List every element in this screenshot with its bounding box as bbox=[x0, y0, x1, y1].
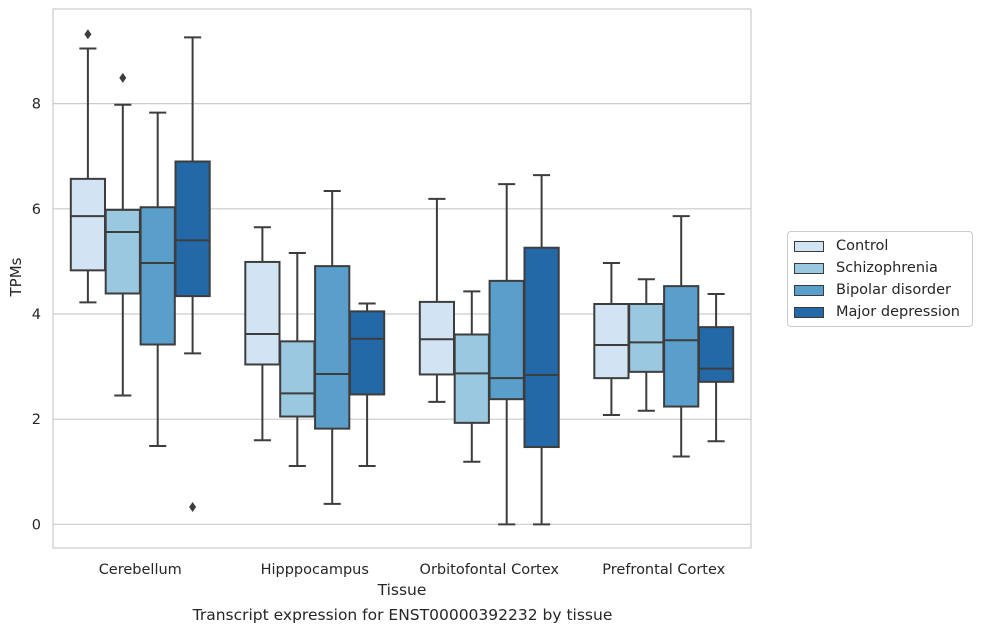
box-bipolar-disorder-prefrontal-cortex bbox=[663, 215, 700, 458]
y-tick-label: 2 bbox=[32, 412, 41, 428]
box-schizophrenia-cerebellum bbox=[104, 72, 141, 397]
y-tick-label: 4 bbox=[32, 307, 41, 323]
legend-swatch-schizophrenia bbox=[794, 262, 824, 274]
box-body bbox=[663, 285, 700, 408]
outlier-point bbox=[189, 501, 197, 512]
box-major-depression-hipppocampus bbox=[348, 302, 386, 467]
legend: Control Schizophrenia Bipolar disorder M… bbox=[787, 231, 973, 327]
legend-item-bipolar-disorder: Bipolar disorder bbox=[794, 280, 951, 300]
y-tick-label: 8 bbox=[32, 97, 41, 113]
box-body bbox=[104, 208, 141, 295]
box-body bbox=[593, 303, 630, 380]
box-body bbox=[418, 300, 456, 376]
y-tick-label: 0 bbox=[32, 517, 41, 533]
legend-item-major-depression: Major depression bbox=[794, 302, 960, 322]
box-body bbox=[697, 326, 735, 383]
box-body bbox=[314, 265, 351, 430]
box-major-depression-orbitofontal-cortex bbox=[523, 174, 560, 526]
box-body bbox=[139, 206, 176, 346]
y-axis-label: TPMs bbox=[7, 257, 25, 297]
legend-swatch-control bbox=[794, 240, 824, 252]
outlier-point bbox=[119, 72, 127, 83]
x-tick-label: Prefrontal Cortex bbox=[602, 562, 725, 578]
box-schizophrenia-prefrontal-cortex bbox=[628, 278, 665, 412]
box-control-cerebellum bbox=[69, 29, 107, 304]
box-bipolar-disorder-orbitofontal-cortex bbox=[488, 183, 525, 526]
x-axis-label: Tissue bbox=[377, 581, 427, 599]
x-tick-labels: Cerebellum Hipppocampus Orbitofontal Corte… bbox=[99, 562, 726, 578]
box-body bbox=[488, 279, 525, 401]
boxes bbox=[69, 29, 735, 526]
y-tick-label: 6 bbox=[32, 202, 41, 218]
box-major-depression-cerebellum bbox=[174, 36, 211, 512]
box-body bbox=[453, 333, 490, 424]
box-control-hipppocampus bbox=[244, 226, 281, 442]
y-tick-labels: 0 2 4 6 8 bbox=[32, 97, 41, 534]
box-body bbox=[348, 310, 386, 396]
box-body bbox=[628, 303, 665, 373]
legend-swatch-major-depression bbox=[794, 306, 824, 318]
legend-label-bipolar-disorder: Bipolar disorder bbox=[836, 282, 951, 298]
legend-item-schizophrenia: Schizophrenia bbox=[794, 258, 938, 278]
x-tick-label: Hipppocampus bbox=[261, 562, 369, 578]
outlier-point bbox=[84, 29, 92, 40]
x-tick-label: Orbitofontal Cortex bbox=[420, 562, 560, 578]
legend-item-control: Control bbox=[794, 236, 888, 256]
box-major-depression-prefrontal-cortex bbox=[697, 293, 735, 443]
box-body bbox=[69, 177, 107, 272]
x-tick-label: Cerebellum bbox=[99, 562, 182, 578]
box-body bbox=[523, 246, 560, 449]
box-bipolar-disorder-cerebellum bbox=[139, 111, 176, 447]
box-schizophrenia-hipppocampus bbox=[279, 251, 316, 467]
legend-label-major-depression: Major depression bbox=[836, 304, 960, 320]
box-body bbox=[174, 160, 211, 298]
legend-label-schizophrenia: Schizophrenia bbox=[836, 260, 938, 276]
chart-caption: Transcript expression for ENST0000039223… bbox=[192, 606, 613, 624]
box-body bbox=[279, 340, 316, 418]
legend-swatch-bipolar-disorder bbox=[794, 284, 824, 296]
box-body bbox=[244, 260, 281, 366]
box-bipolar-disorder-hipppocampus bbox=[314, 189, 351, 505]
box-control-prefrontal-cortex bbox=[593, 261, 630, 416]
legend-label-control: Control bbox=[836, 238, 889, 254]
